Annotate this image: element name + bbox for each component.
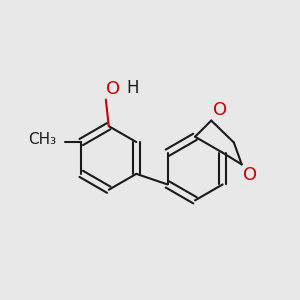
- Text: O: O: [106, 80, 120, 98]
- Text: H: H: [126, 79, 139, 97]
- Text: O: O: [243, 166, 257, 184]
- Text: O: O: [213, 101, 227, 119]
- Text: CH₃: CH₃: [28, 132, 56, 147]
